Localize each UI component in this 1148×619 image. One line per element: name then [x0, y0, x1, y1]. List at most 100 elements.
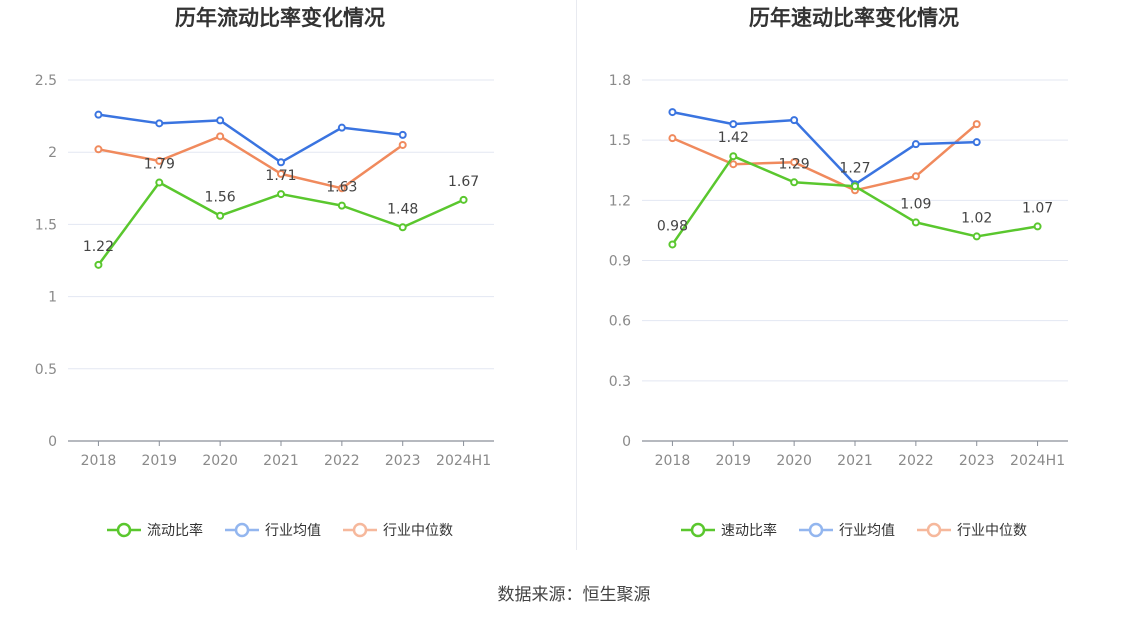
data-point [1033, 222, 1042, 231]
data-point [94, 110, 103, 119]
series-line-2 [98, 135, 404, 190]
x-tick-label: 2018 [655, 453, 691, 469]
data-point [911, 172, 920, 181]
legend-marker [234, 522, 250, 538]
data-point [155, 119, 164, 128]
data-point [668, 108, 677, 117]
y-tick-label: 1.8 [609, 73, 631, 89]
data-point [398, 140, 407, 149]
quick-ratio-chart: 历年速动比率变化情况 0 0.3 0.6 0.9 1.2 1.5 1.8 2018 2019 202… [574, 0, 1148, 560]
legend-item-0[interactable]: 流动比率 [107, 522, 203, 539]
data-point [851, 182, 859, 191]
legend-label: 行业中位数 [957, 523, 1027, 539]
x-tick-label: 2024H1 [436, 453, 491, 469]
chart-svg-0: 历年流动比率变化情况 0 0.5 1 1.5 2 2.5 2018 2019 2020 2021 20… [35, 6, 494, 539]
data-point [972, 120, 981, 129]
data-point [94, 260, 103, 269]
x-tick-label: 2020 [202, 453, 238, 469]
legend-marker [690, 522, 706, 538]
legend-item-2[interactable]: 行业中位数 [917, 522, 1027, 539]
data-label: 1.07 [1022, 200, 1053, 216]
series-line-1 [672, 110, 977, 186]
chart-title: 历年速动比率变化情况 [749, 6, 959, 30]
x-tick-label: 2019 [715, 453, 751, 469]
data-point [668, 134, 677, 143]
data-point [972, 232, 981, 241]
y-tick-label: 0.6 [609, 314, 631, 330]
y-tick-label: 0.3 [609, 374, 631, 390]
data-point [729, 152, 738, 161]
data-point [972, 138, 981, 147]
legend-marker [808, 522, 824, 538]
legend-item-2[interactable]: 行业中位数 [343, 522, 453, 539]
x-tick-label: 2018 [81, 453, 117, 469]
x-tick-label: 2021 [263, 453, 299, 469]
x-tick-label: 2019 [141, 453, 177, 469]
data-point [216, 116, 225, 125]
data-label: 1.22 [83, 239, 114, 255]
data-label: 1.09 [900, 196, 931, 212]
chart-title: 历年流动比率变化情况 [175, 6, 385, 30]
legend-item-1[interactable]: 行业均值 [225, 522, 321, 539]
data-point [398, 130, 407, 139]
data-point [790, 178, 799, 187]
data-point [277, 169, 285, 178]
data-point [155, 156, 164, 165]
data-point [911, 140, 920, 149]
legend-item-1[interactable]: 行业均值 [799, 522, 895, 539]
data-label: 1.79 [144, 157, 175, 173]
data-label: 0.98 [657, 218, 688, 234]
data-point [94, 145, 103, 154]
data-label: 1.48 [387, 201, 418, 217]
data-point [729, 160, 738, 169]
data-point [790, 116, 799, 125]
data-point [398, 223, 407, 232]
x-tick-label: 2024H1 [1010, 453, 1065, 469]
y-tick-label: 2 [48, 145, 57, 161]
y-tick-label: 1.2 [609, 193, 631, 209]
data-label: 1.27 [839, 160, 870, 176]
data-point [277, 158, 285, 167]
data-point [911, 218, 920, 227]
legend-label: 流动比率 [147, 522, 203, 539]
y-tick-label: 1.5 [35, 217, 57, 233]
y-tick-label: 2.5 [35, 73, 57, 89]
data-label: 1.42 [718, 130, 749, 146]
y-tick-label: 1.5 [609, 133, 631, 149]
data-source-note: 数据来源：恒生聚源 [497, 585, 651, 605]
data-point [729, 120, 738, 129]
data-label: 1.71 [265, 168, 296, 184]
current-ratio-chart: 历年流动比率变化情况 0 0.5 1 1.5 2 2.5 2018 2019 2020 2021 20… [0, 0, 574, 560]
data-point [155, 178, 164, 187]
x-tick-label: 2023 [959, 453, 995, 469]
legend-marker [116, 522, 132, 538]
x-tick-label: 2022 [324, 453, 360, 469]
data-point [337, 123, 346, 132]
legend-label: 行业中位数 [383, 523, 453, 539]
y-tick-label: 1 [48, 290, 57, 306]
data-label: 1.56 [205, 190, 236, 206]
legend-label: 速动比率 [721, 522, 777, 539]
legend-marker [352, 522, 368, 538]
x-tick-label: 2022 [898, 453, 934, 469]
legend-item-0[interactable]: 速动比率 [681, 522, 777, 539]
series-line-1 [98, 113, 403, 164]
data-label: 1.67 [448, 174, 479, 190]
x-tick-label: 2023 [385, 453, 421, 469]
panel-divider [576, 0, 577, 550]
data-point [790, 158, 799, 167]
y-tick-label: 0 [622, 434, 631, 450]
data-label: 1.29 [779, 156, 810, 172]
data-point [216, 132, 225, 141]
y-tick-label: 0.5 [35, 362, 57, 378]
legend-marker [926, 522, 942, 538]
x-tick-label: 2021 [837, 453, 873, 469]
y-tick-label: 0.9 [609, 254, 631, 270]
chart-svg-1: 历年速动比率变化情况 0 0.3 0.6 0.9 1.2 1.5 1.8 2018 2019 202… [609, 6, 1068, 539]
legend-label: 行业均值 [265, 523, 321, 539]
legend-label: 行业均值 [839, 523, 895, 539]
data-label: 1.63 [326, 180, 357, 196]
data-point [337, 201, 346, 210]
data-point [216, 211, 225, 220]
series-line-2 [671, 123, 978, 192]
